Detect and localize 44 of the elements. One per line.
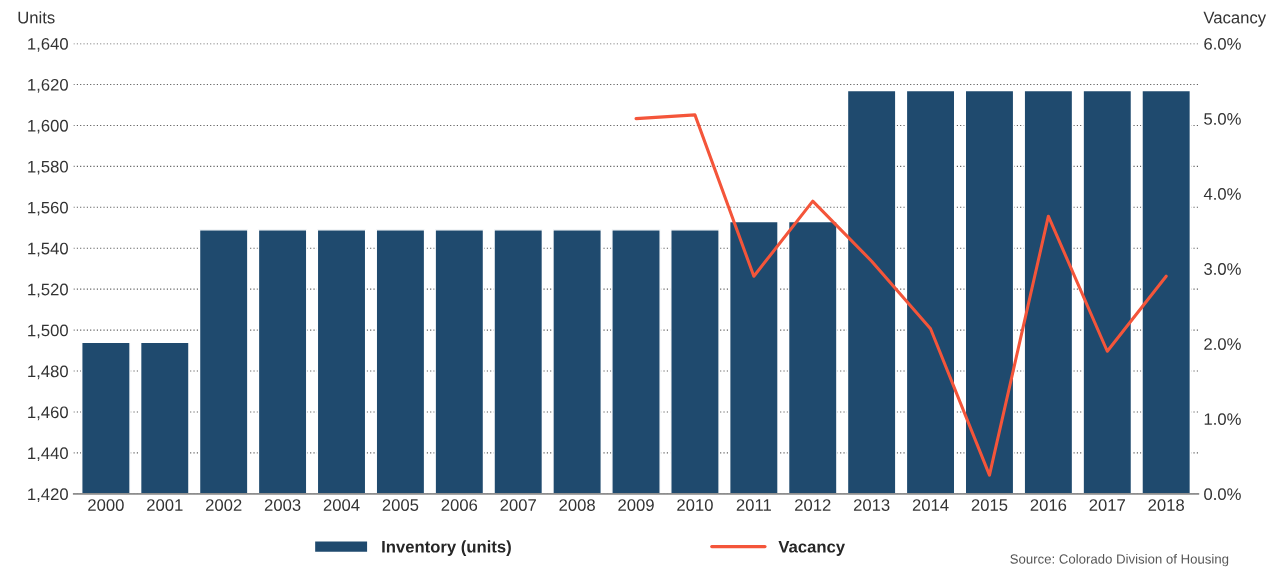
x-tick-label: 2006	[441, 499, 478, 511]
y-tick-label: 1,440	[28, 447, 68, 462]
y2-axis-title: Vacancy	[1203, 11, 1267, 27]
y-tick-label: 1,600	[28, 119, 68, 134]
x-tick-label: 2011	[736, 499, 771, 511]
legend-label: Inventory (units)	[382, 540, 511, 556]
y2-tick-label: 3.0%	[1204, 263, 1241, 275]
y-tick-label: 1,480	[28, 365, 68, 380]
x-tick-label: 2007	[500, 499, 536, 511]
x-tick-label: 2005	[382, 499, 419, 511]
x-tick-label: 2016	[1030, 499, 1067, 511]
x-tick-label: 2014	[912, 499, 949, 511]
y-tick-label: 1,520	[28, 283, 68, 298]
y-tick-label: 1,580	[28, 160, 68, 175]
y2-tick-label: 6.0%	[1204, 37, 1241, 50]
y2-tick-label: 0.0%	[1204, 488, 1241, 501]
y2-tick-label: 2.0%	[1204, 338, 1241, 350]
x-tick-label: 2001	[147, 499, 183, 511]
y2-tick-label: 4.0%	[1203, 188, 1241, 200]
x-tick-label: 2017	[1089, 499, 1125, 511]
x-tick-label: 2000	[88, 499, 124, 511]
x-tick-label: 2015	[971, 499, 1008, 511]
line-series	[634, 113, 1168, 477]
x-tick-label: 2008	[559, 499, 595, 511]
source-note: Source: Colorado Division of Housing	[1010, 554, 1229, 567]
x-tick-label: 2002	[206, 499, 242, 511]
y2-tick-label: 1.0%	[1204, 413, 1241, 426]
x-tick-label: 2009	[618, 499, 654, 511]
x-tick-label: 2003	[264, 499, 301, 511]
y-tick-label: 1,640	[28, 37, 68, 52]
y-tick-label: 1,500	[28, 324, 68, 339]
y-tick-label: 1,420	[28, 488, 68, 503]
y-tick-label: 1,460	[28, 406, 68, 421]
y2-tick-label: 5.0%	[1204, 113, 1241, 125]
y-axis-title: Units	[18, 11, 55, 24]
x-tick-label: 2012	[795, 499, 831, 511]
legend-label: Vacancy	[778, 540, 845, 556]
x-tick-label: 2013	[853, 499, 890, 511]
x-tick-label: 2004	[323, 499, 360, 511]
y-tick-label: 1,620	[28, 78, 68, 93]
x-tick-label: 2010	[677, 499, 713, 511]
y-tick-label: 1,540	[28, 242, 68, 257]
x-tick-label: 2018	[1148, 499, 1184, 511]
y-tick-label: 1,560	[28, 201, 68, 216]
